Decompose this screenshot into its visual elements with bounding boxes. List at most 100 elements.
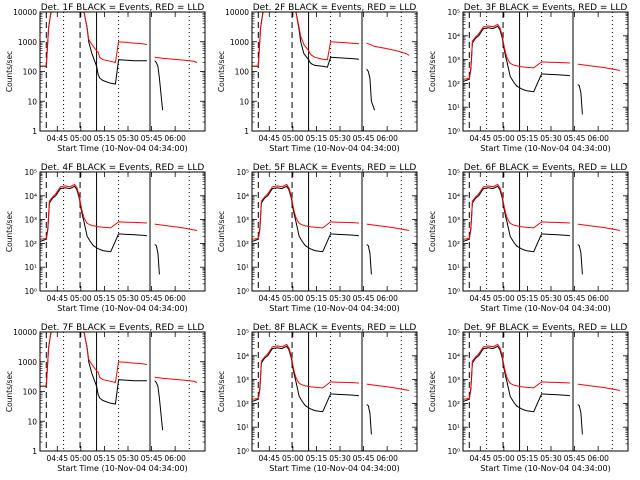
- plot-frame: [39, 11, 206, 132]
- series-line-events: [40, 185, 160, 275]
- y-tick-label: 10: [27, 417, 37, 426]
- x-tick-label: 05:45: [353, 134, 375, 143]
- panel-title: Det. 9F BLACK = Events, RED = LLD: [464, 323, 628, 333]
- x-axis-label: Start Time (10-Nov-04 04:34:00): [480, 144, 610, 153]
- x-tick-label: 05:15: [517, 454, 539, 463]
- panel-det-7F: Det. 7F BLACK = Events, RED = LLD Counts/…: [5, 323, 206, 473]
- x-tick-label: 05:45: [141, 454, 163, 463]
- y-tick-label: 10⁰: [447, 287, 460, 296]
- y-tick-label: 10¹: [236, 423, 249, 432]
- y-tick-label: 10⁰: [447, 127, 460, 136]
- x-tick-label: 05:15: [94, 294, 116, 303]
- x-tick-label: 04:45: [469, 294, 491, 303]
- y-tick-label: 10³: [24, 216, 37, 225]
- y-tick-label: 10⁵: [236, 328, 249, 337]
- y-tick-label: 10⁴: [447, 192, 460, 201]
- x-tick-label: 05:45: [353, 294, 375, 303]
- x-tick-label: 05:30: [329, 294, 351, 303]
- series-line-events: [252, 185, 372, 275]
- y-tick-label: 10: [239, 97, 249, 106]
- series-line-events: [463, 25, 583, 115]
- y-tick-label: 1: [32, 127, 37, 136]
- x-tick-label: 05:00: [493, 454, 515, 463]
- plot-frame: [39, 171, 206, 292]
- x-tick-label: 04:45: [469, 454, 491, 463]
- series-line-lld: [40, 332, 198, 387]
- y-tick-label: 10³: [236, 376, 249, 385]
- y-axis-label: Counts/sec: [5, 51, 14, 92]
- y-tick-label: 10⁵: [447, 328, 460, 337]
- series-line-events: [463, 185, 583, 275]
- y-tick-label: 10⁰: [24, 287, 37, 296]
- y-tick-label: 10²: [236, 399, 249, 408]
- x-tick-label: 05:45: [141, 294, 163, 303]
- x-tick-label: 06:00: [376, 294, 398, 303]
- x-tick-label: 04:45: [46, 294, 68, 303]
- x-tick-label: 04:45: [258, 134, 280, 143]
- panel-det-1F: Det. 1F BLACK = Events, RED = LLD Counts/…: [5, 3, 206, 153]
- y-axis-label: Counts/sec: [428, 51, 437, 92]
- x-axis-label: Start Time (10-Nov-04 04:34:00): [480, 304, 610, 313]
- x-tick-label: 05:30: [540, 294, 562, 303]
- x-tick-label: 06:00: [587, 454, 609, 463]
- x-axis-label: Start Time (10-Nov-04 04:34:00): [269, 144, 399, 153]
- panel-det-2F: Det. 2F BLACK = Events, RED = LLD Counts/…: [217, 3, 418, 153]
- x-tick-label: 06:00: [587, 134, 609, 143]
- y-tick-label: 10⁴: [447, 32, 460, 41]
- y-axis-label: Counts/sec: [5, 371, 14, 412]
- y-axis-label: Counts/sec: [217, 51, 226, 92]
- panel-det-3F: Det. 3F BLACK = Events, RED = LLD Counts/…: [428, 3, 629, 153]
- y-tick-label: 1: [32, 447, 37, 456]
- x-tick-label: 05:45: [564, 454, 586, 463]
- panel-det-5F: Det. 5F BLACK = Events, RED = LLD Counts/…: [217, 163, 418, 313]
- y-tick-label: 1000: [18, 38, 37, 47]
- series-line-events: [252, 12, 376, 111]
- plot-frame: [462, 11, 629, 132]
- plot-frame: [39, 331, 206, 452]
- y-tick-label: 10⁰: [236, 447, 249, 456]
- x-tick-label: 05:00: [282, 454, 304, 463]
- x-tick-label: 05:15: [517, 134, 539, 143]
- y-tick-label: 10⁵: [447, 168, 460, 177]
- x-tick-label: 05:00: [282, 134, 304, 143]
- series-line-lld: [252, 183, 410, 240]
- series-line-lld: [252, 343, 410, 400]
- x-tick-label: 05:00: [493, 294, 515, 303]
- x-tick-label: 04:45: [469, 134, 491, 143]
- y-tick-label: 100: [235, 68, 250, 77]
- y-axis-label: Counts/sec: [428, 211, 437, 252]
- plot-frame: [462, 331, 629, 452]
- y-tick-label: 10³: [447, 56, 460, 65]
- x-tick-label: 05:30: [329, 454, 351, 463]
- x-axis-label: Start Time (10-Nov-04 04:34:00): [57, 304, 187, 313]
- x-tick-label: 06:00: [587, 294, 609, 303]
- x-axis-label: Start Time (10-Nov-04 04:34:00): [269, 304, 399, 313]
- y-axis-label: Counts/sec: [217, 211, 226, 252]
- panel-det-9F: Det. 9F BLACK = Events, RED = LLD Counts/…: [428, 323, 629, 473]
- x-tick-label: 05:15: [306, 294, 328, 303]
- y-tick-label: 10²: [236, 239, 249, 248]
- y-tick-label: 10⁵: [236, 168, 249, 177]
- y-tick-label: 10¹: [447, 423, 460, 432]
- x-tick-label: 05:30: [540, 454, 562, 463]
- panel-det-4F: Det. 4F BLACK = Events, RED = LLD Counts/…: [5, 163, 206, 313]
- panel-det-6F: Det. 6F BLACK = Events, RED = LLD Counts/…: [428, 163, 629, 313]
- y-tick-label: 10²: [447, 239, 460, 248]
- x-tick-label: 06:00: [376, 134, 398, 143]
- series-line-lld: [40, 183, 198, 240]
- x-tick-label: 05:00: [70, 134, 92, 143]
- y-tick-label: 1: [244, 127, 249, 136]
- panel-title: Det. 8F BLACK = Events, RED = LLD: [253, 323, 417, 333]
- x-tick-label: 05:30: [117, 134, 139, 143]
- x-tick-label: 05:00: [493, 134, 515, 143]
- y-tick-label: 10²: [447, 79, 460, 88]
- x-tick-label: 05:15: [94, 454, 116, 463]
- x-tick-label: 05:45: [353, 454, 375, 463]
- series-line-events: [252, 345, 372, 435]
- y-tick-label: 10: [27, 97, 37, 106]
- x-axis-label: Start Time (10-Nov-04 04:34:00): [480, 464, 610, 473]
- y-tick-label: 10³: [447, 216, 460, 225]
- panel-title: Det. 5F BLACK = Events, RED = LLD: [253, 163, 417, 173]
- y-tick-label: 10¹: [236, 263, 249, 272]
